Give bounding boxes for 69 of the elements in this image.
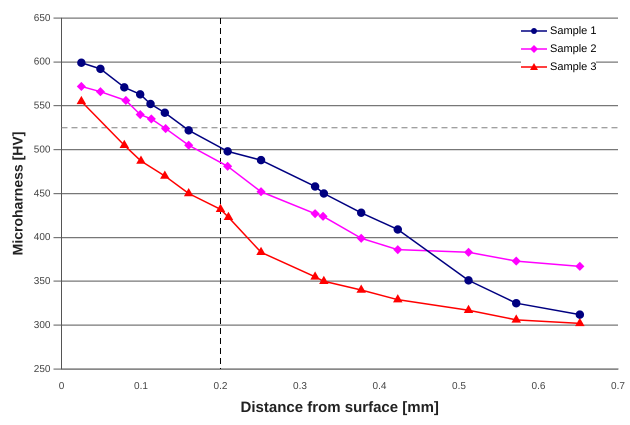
point (256, 156, 266, 164)
point (223, 162, 232, 171)
point (184, 188, 193, 196)
point (464, 305, 473, 313)
y-tick-label: 550 (34, 100, 51, 112)
point (394, 294, 402, 302)
y-tick-label: 400 (34, 232, 51, 244)
x-axis-title: Distance from surface [mm] (240, 399, 439, 416)
point (160, 108, 170, 118)
point (256, 187, 266, 196)
point (77, 82, 86, 91)
point (320, 189, 328, 198)
point (576, 318, 584, 326)
point (122, 96, 130, 105)
x-tick-label: 0.6 (532, 380, 546, 392)
point (77, 58, 86, 68)
point (96, 87, 105, 96)
point (356, 285, 366, 293)
point (310, 272, 320, 280)
x-tick-label: 0 (58, 380, 65, 392)
y-tick-label: 500 (34, 144, 51, 156)
y-tick-label: 600 (34, 56, 51, 68)
legend-label: Sample 1 (550, 24, 596, 39)
point (184, 126, 193, 135)
point (320, 276, 328, 284)
point (223, 147, 232, 156)
point (147, 114, 156, 124)
y-tick-label: 650 (34, 12, 51, 24)
point (161, 124, 170, 133)
point (356, 208, 366, 218)
y-tick-label: 300 (34, 320, 51, 331)
point (356, 234, 366, 243)
point (77, 96, 86, 104)
point (394, 245, 402, 254)
y-axis-title: Microharness [HV] (9, 132, 26, 256)
point (216, 204, 225, 212)
x-tick-label: 0.2 (214, 380, 228, 392)
point (120, 83, 129, 92)
x-tick-label: 0.5 (452, 380, 466, 392)
legend-label: Sample 2 (550, 42, 596, 57)
point (576, 310, 584, 319)
legend-label: Sample 3 (550, 60, 596, 75)
point (136, 110, 144, 119)
x-tick-label: 0.3 (293, 380, 308, 392)
point (96, 64, 105, 74)
point (224, 212, 233, 220)
x-tick-label: 0.4 (372, 380, 387, 392)
point (310, 182, 320, 191)
point (512, 256, 520, 266)
point (256, 248, 266, 256)
point (464, 276, 473, 285)
point (512, 315, 520, 323)
point (464, 248, 473, 257)
point (318, 212, 328, 221)
y-tick-label: 350 (34, 276, 51, 287)
point (512, 298, 520, 308)
y-tick-label: 450 (34, 188, 51, 200)
point (160, 171, 170, 179)
point (576, 262, 584, 271)
point (394, 225, 402, 234)
x-tick-label: 0.7 (611, 380, 626, 392)
x-tick-label: 0.1 (134, 380, 148, 392)
point (184, 140, 193, 150)
point (136, 156, 146, 164)
point (146, 100, 155, 108)
point (136, 90, 144, 99)
point (310, 209, 320, 218)
y-tick-label: 250 (34, 364, 51, 375)
point (120, 140, 129, 148)
